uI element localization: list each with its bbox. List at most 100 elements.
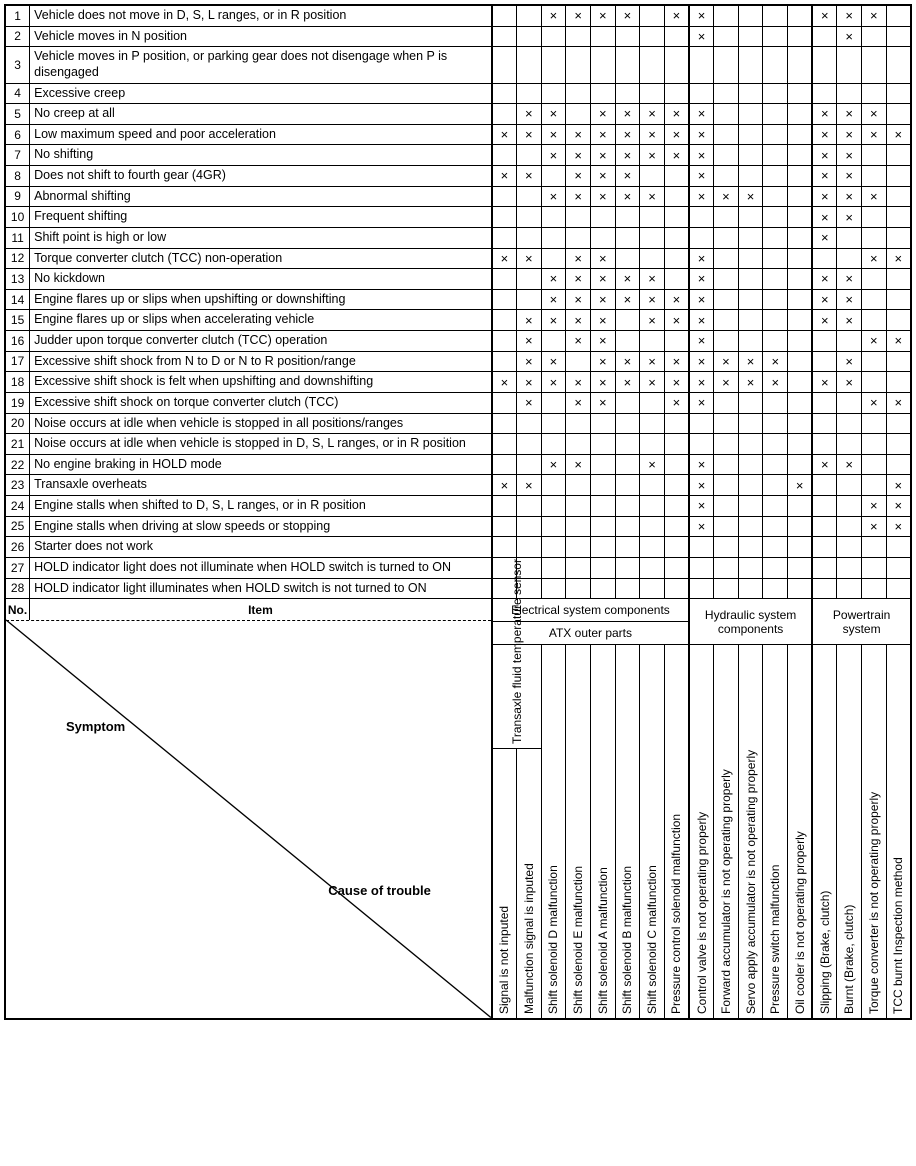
mark-cell — [812, 392, 837, 413]
mark-cell — [837, 83, 862, 104]
mark-cell — [738, 207, 763, 228]
mark-cell — [566, 227, 591, 248]
mark-cell — [492, 413, 517, 434]
mark-cell — [640, 166, 665, 187]
mark-cell: × — [689, 5, 714, 26]
mark-cell — [763, 434, 788, 455]
mark-cell: × — [615, 289, 640, 310]
mark-cell — [664, 516, 689, 537]
mark-cell — [517, 227, 542, 248]
mark-cell: × — [689, 475, 714, 496]
row-item: Vehicle moves in N position — [30, 26, 492, 47]
mark-cell — [714, 557, 739, 578]
mark-cell — [763, 269, 788, 290]
mark-cell — [714, 454, 739, 475]
row-number: 17 — [5, 351, 30, 372]
mark-cell — [861, 434, 886, 455]
mark-cell: × — [837, 207, 862, 228]
mark-cell: × — [590, 5, 615, 26]
mark-cell — [861, 26, 886, 47]
mark-cell — [886, 83, 911, 104]
mark-cell: × — [615, 145, 640, 166]
mark-cell — [788, 310, 813, 331]
row-number: 16 — [5, 331, 30, 352]
mark-cell — [788, 47, 813, 83]
mark-cell: × — [689, 310, 714, 331]
mark-cell — [492, 5, 517, 26]
table-row: 20Noise occurs at idle when vehicle is s… — [5, 413, 911, 434]
mark-cell — [664, 83, 689, 104]
row-number: 12 — [5, 248, 30, 269]
mark-cell — [615, 413, 640, 434]
mark-cell — [664, 26, 689, 47]
mark-cell — [763, 516, 788, 537]
mark-cell — [640, 475, 665, 496]
mark-cell — [812, 557, 837, 578]
mark-cell: × — [517, 351, 542, 372]
mark-cell: × — [590, 166, 615, 187]
table-row: 1Vehicle does not move in D, S, L ranges… — [5, 5, 911, 26]
mark-cell — [492, 434, 517, 455]
row-number: 19 — [5, 392, 30, 413]
table-row: 25Engine stalls when driving at slow spe… — [5, 516, 911, 537]
mark-cell — [738, 166, 763, 187]
mark-cell: × — [861, 186, 886, 207]
mark-cell — [763, 47, 788, 83]
mark-cell — [812, 331, 837, 352]
mark-cell: × — [541, 310, 566, 331]
mark-cell — [541, 47, 566, 83]
mark-cell: × — [837, 104, 862, 125]
mark-cell — [541, 578, 566, 599]
mark-cell — [664, 537, 689, 558]
mark-cell — [492, 26, 517, 47]
mark-cell: × — [615, 166, 640, 187]
mark-cell — [640, 5, 665, 26]
mark-cell — [763, 537, 788, 558]
row-item: No kickdown — [30, 269, 492, 290]
mark-cell — [541, 392, 566, 413]
mark-cell — [738, 47, 763, 83]
mark-cell — [590, 454, 615, 475]
mark-cell — [763, 578, 788, 599]
mark-cell — [738, 454, 763, 475]
mark-cell — [517, 145, 542, 166]
mark-cell — [566, 496, 591, 517]
table-row: 5No creep at all×××××××××× — [5, 104, 911, 125]
mark-cell — [714, 331, 739, 352]
row-number: 18 — [5, 372, 30, 393]
mark-cell: × — [590, 392, 615, 413]
row-item: No creep at all — [30, 104, 492, 125]
mark-cell — [664, 496, 689, 517]
mark-cell — [886, 145, 911, 166]
mark-cell — [738, 496, 763, 517]
mark-cell — [640, 248, 665, 269]
row-item: Frequent shifting — [30, 207, 492, 228]
mark-cell — [590, 26, 615, 47]
mark-cell — [886, 104, 911, 125]
mark-cell — [590, 537, 615, 558]
mark-cell — [886, 227, 911, 248]
mark-cell: × — [615, 186, 640, 207]
mark-cell: × — [861, 248, 886, 269]
mark-cell — [714, 413, 739, 434]
mark-cell — [812, 47, 837, 83]
mark-cell — [788, 26, 813, 47]
row-number: 4 — [5, 83, 30, 104]
row-item: Abnormal shifting — [30, 186, 492, 207]
mark-cell — [763, 227, 788, 248]
mark-cell — [886, 372, 911, 393]
mark-cell: × — [541, 186, 566, 207]
row-number: 13 — [5, 269, 30, 290]
mark-cell: × — [812, 289, 837, 310]
mark-cell — [812, 26, 837, 47]
mark-cell: × — [714, 372, 739, 393]
mark-cell — [541, 557, 566, 578]
mark-cell: × — [640, 372, 665, 393]
mark-cell: × — [837, 310, 862, 331]
mark-cell: × — [615, 351, 640, 372]
mark-cell: × — [812, 145, 837, 166]
mark-cell — [763, 248, 788, 269]
row-number: 2 — [5, 26, 30, 47]
mark-cell — [664, 454, 689, 475]
row-item: Starter does not work — [30, 537, 492, 558]
